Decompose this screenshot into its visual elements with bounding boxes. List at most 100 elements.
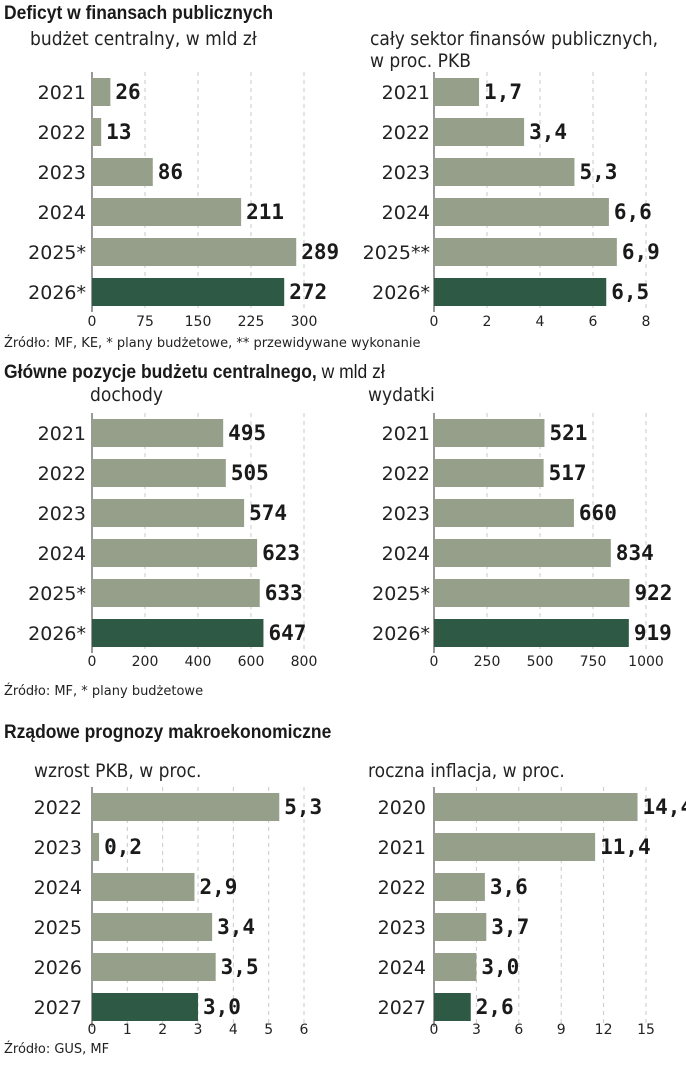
data-label: 0,2 [104,835,142,859]
category-label: 2022 [382,463,430,485]
data-label: 6,6 [614,200,652,224]
x-tick-label: 400 [185,654,212,670]
section-title-budget-unit: w mld zł [316,362,385,383]
data-label: 574 [249,501,287,525]
bar [92,913,213,941]
category-label: 2025 [34,917,82,939]
x-tick-label: 1000 [628,654,664,670]
category-label: 2023 [38,162,86,184]
x-tick-label: 200 [132,654,159,670]
category-label: 2026* [28,282,86,304]
data-label: 633 [265,581,303,605]
category-label: 2024 [34,877,82,899]
x-tick-label: 12 [595,1022,613,1038]
category-label: 2022 [38,122,86,144]
data-label: 6,5 [611,280,649,304]
category-label: 2024 [38,202,86,224]
subtitle-expenditure: wydatki [368,384,435,406]
source-note-deficit: Źródło: MF, KE, * plany budżetowe, ** pr… [4,336,421,351]
category-label: 2024 [378,957,426,979]
data-label: 14,4 [643,795,686,819]
category-label: 2021 [382,423,430,445]
data-label: 495 [228,421,266,445]
bar [92,993,198,1021]
category-label: 2020 [378,797,426,819]
data-label: 2,6 [476,995,514,1019]
category-label: 2022 [378,877,426,899]
x-tick-label: 6 [514,1022,523,1038]
x-tick-label: 225 [238,314,265,330]
category-label: 2023 [38,503,86,525]
data-label: 272 [289,280,327,304]
category-label: 2024 [382,202,430,224]
source-note-budget: Źródło: MF, * plany budżetowe [4,684,204,699]
x-tick-label: 0 [430,1022,439,1038]
category-label: 2026* [372,282,430,304]
section-title-budget: Główne pozycje budżetu centralnego, w ml… [4,362,385,384]
x-tick-label: 6 [300,1022,309,1038]
x-tick-label: 2 [483,314,492,330]
bar [92,278,285,306]
x-tick-label: 75 [136,314,154,330]
bar [92,158,153,186]
bar [92,499,245,527]
bar [434,913,487,941]
subtitle-gdp-growth: wzrost PKB, w proc. [34,760,202,782]
category-label: 2021 [38,423,86,445]
data-label: 86 [158,160,183,184]
category-label: 2025* [372,583,430,605]
data-label: 3,6 [490,875,528,899]
x-tick-label: 600 [238,654,265,670]
bar [434,238,617,266]
category-label: 2022 [34,797,82,819]
bar [434,419,545,447]
bar [434,539,611,567]
bar [434,198,609,226]
x-tick-label: 0 [88,314,97,330]
x-tick-label: 750 [580,654,607,670]
data-label: 3,4 [529,120,567,144]
x-tick-label: 0 [88,654,97,670]
bar [92,118,102,146]
x-tick-label: 1 [123,1022,132,1038]
bar [92,833,100,861]
data-label: 11,4 [600,835,651,859]
data-label: 517 [549,461,587,485]
source-note-macro: Źródło: GUS, MF [4,1042,110,1057]
x-tick-label: 0 [430,314,439,330]
bar [92,419,224,447]
data-label: 660 [579,501,617,525]
section-title-macro: Rządowe prognozy makroekonomiczne [4,722,332,743]
bar [434,619,629,647]
category-label: 2026* [28,623,86,645]
data-label: 922 [634,581,672,605]
data-label: 3,7 [491,915,529,939]
category-label: 2023 [382,503,430,525]
category-label: 2025* [28,242,86,264]
x-tick-label: 250 [474,654,501,670]
bar [92,579,260,607]
bar [434,793,638,821]
x-tick-label: 5 [264,1022,273,1038]
category-label: 2024 [38,543,86,565]
data-label: 289 [301,240,339,264]
subtitle-revenue: dochody [90,384,163,406]
category-label: 2022 [382,122,430,144]
category-label: 2025** [363,242,430,264]
data-label: 3,5 [221,955,259,979]
subtitle-central-deficit: budżet centralny, w mld zł [30,28,257,50]
data-label: 211 [246,200,284,224]
bar [434,158,575,186]
bar [92,793,280,821]
x-tick-label: 8 [642,314,651,330]
x-tick-label: 300 [291,314,318,330]
category-label: 2023 [34,837,82,859]
category-label: 2021 [378,837,426,859]
x-tick-label: 9 [557,1022,566,1038]
data-label: 834 [616,541,654,565]
x-tick-label: 3 [472,1022,481,1038]
